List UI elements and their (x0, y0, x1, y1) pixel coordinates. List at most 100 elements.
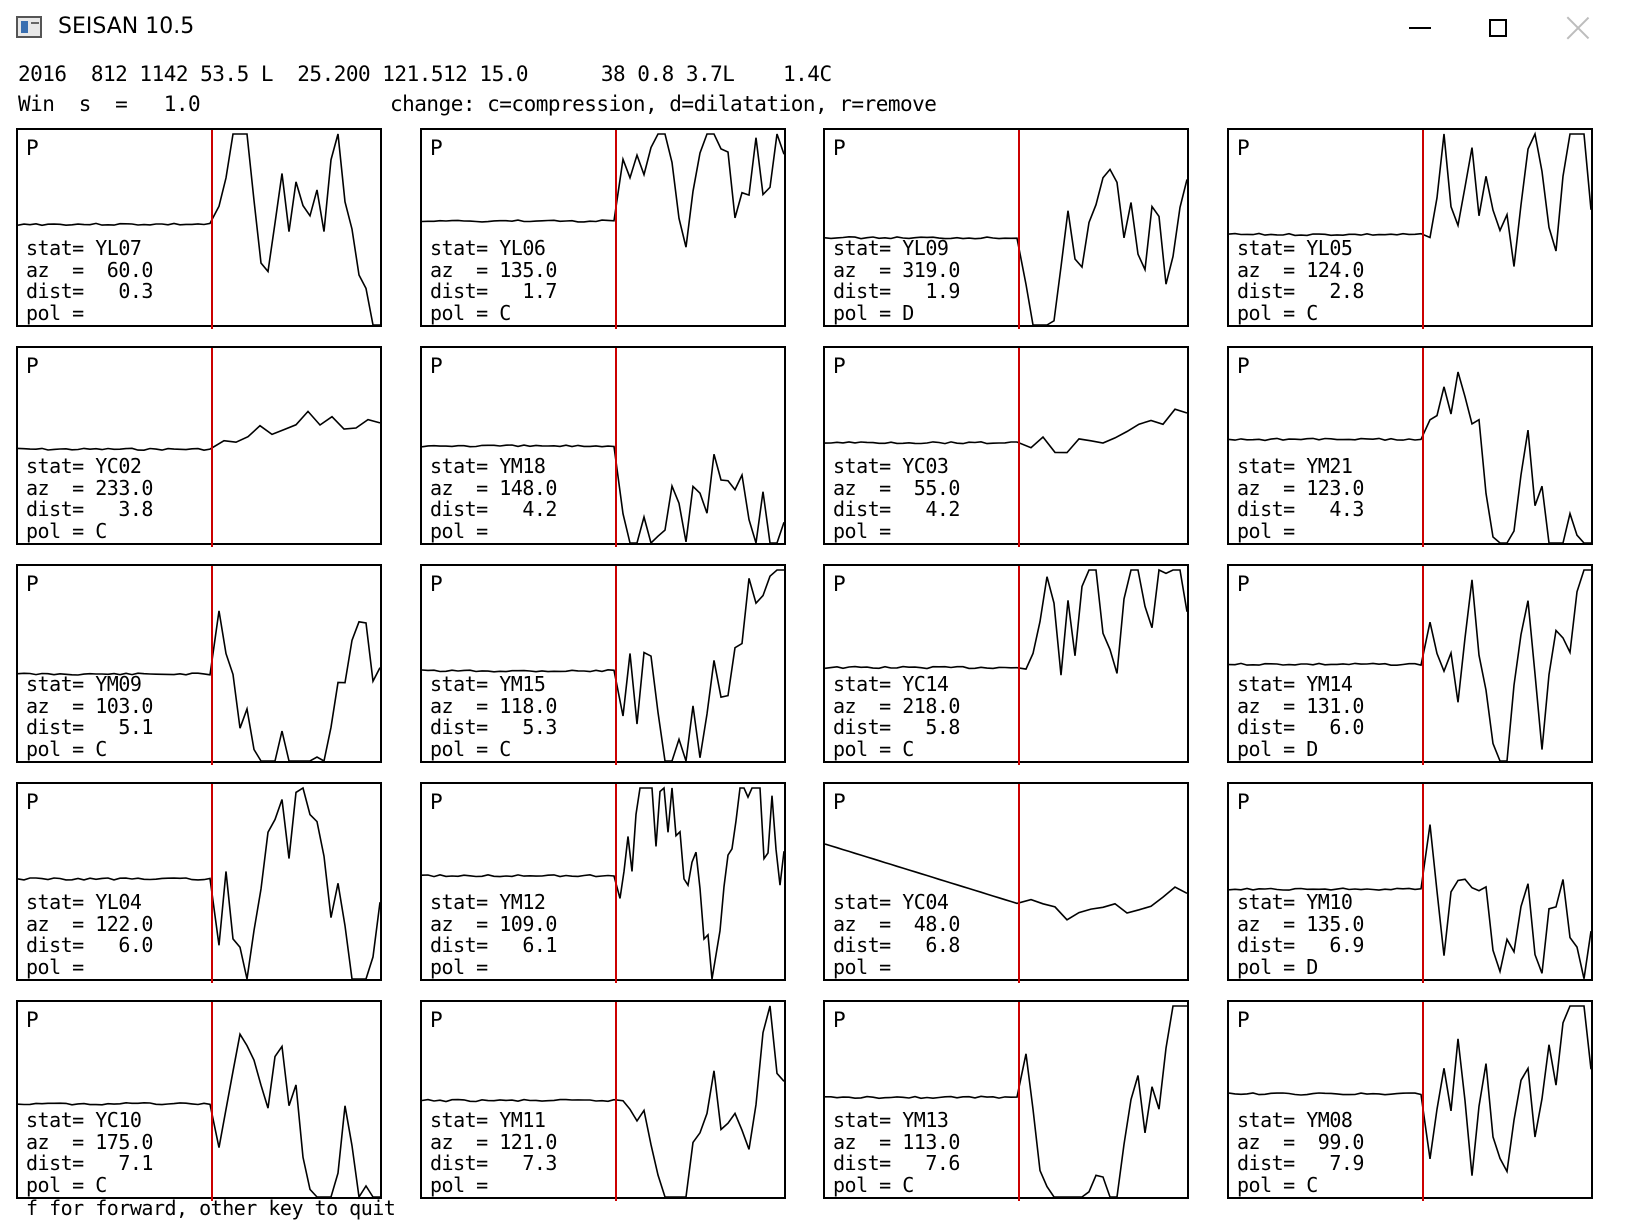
phase-label: P (26, 354, 39, 378)
waveform-trace (18, 133, 380, 326)
phase-label: P (430, 136, 443, 160)
polarity-label: pol = (26, 300, 84, 325)
distance-label: dist= 6.9 (1237, 933, 1364, 957)
distance-label: dist= 5.3 (430, 715, 557, 739)
waveform-trace (422, 569, 784, 762)
azimuth-label: az = 60.0 (26, 257, 153, 282)
distance-label: dist= 4.2 (833, 497, 960, 521)
phase-label: P (1237, 572, 1250, 596)
station-info: stat= YC10 az = 175.0 dist= 7.1 pol = C (26, 1109, 153, 1196)
azimuth-label: az = 103.0 (26, 693, 153, 718)
distance-label: dist= 5.8 (833, 715, 960, 739)
station-info: stat= YC04 az = 48.0 dist= 6.8 pol = (833, 891, 960, 979)
maximize-icon (1489, 19, 1507, 37)
azimuth-label: az = 121.0 (430, 1129, 557, 1154)
distance-label: dist= 1.9 (833, 279, 960, 303)
minimize-button[interactable] (1398, 10, 1442, 46)
waveform-trace (422, 133, 785, 248)
station-label: stat= YL04 (26, 890, 142, 914)
station-info: stat= YM15 az = 118.0 dist= 5.3 pol = C (430, 673, 557, 760)
seismogram-plot (825, 1002, 1187, 1201)
phase-label: P (833, 572, 846, 596)
seismogram-plot (18, 566, 381, 765)
station-info: stat= YM13 az = 113.0 dist= 7.6 pol = C (833, 1109, 960, 1197)
waveform-trace (422, 444, 785, 545)
station-label: stat= YM14 (1237, 672, 1353, 696)
station-info: stat= YL09 az = 319.0 dist= 1.9 pol = D (833, 237, 960, 324)
station-label: stat= YM21 (1237, 454, 1353, 478)
station-info: stat= YM10 az = 135.0 dist= 6.9 pol = D (1237, 890, 1364, 978)
station-info: stat= YC14 az = 218.0 dist= 5.8 pol = C (833, 673, 960, 760)
polarity-label: pol = (26, 954, 84, 979)
close-icon (1565, 15, 1591, 41)
station-info: stat= YC02 az = 233.0 dist= 3.8 pol = C (26, 454, 153, 542)
distance-label: dist= 6.0 (26, 933, 153, 957)
seismogram-plot (825, 784, 1188, 983)
distance-label: dist= 7.3 (430, 1151, 557, 1175)
station-label: stat= YC02 (26, 454, 142, 478)
azimuth-label: az = 148.0 (430, 475, 557, 500)
station-label: stat= YC03 (833, 454, 949, 478)
maximize-button[interactable] (1476, 10, 1520, 46)
phase-label: P (833, 790, 846, 814)
waveform-trace (422, 786, 785, 980)
station-info: stat= YL04 az = 122.0 dist= 6.0 pol = (26, 890, 153, 979)
station-label: stat= YM09 (26, 672, 142, 696)
distance-label: dist= 2.8 (1237, 279, 1364, 303)
minimize-icon (1409, 27, 1431, 29)
station-info: stat= YL06 az = 135.0 dist= 1.7 pol = C (430, 237, 557, 325)
seismogram-plot (825, 130, 1188, 329)
phase-label: P (833, 1008, 846, 1032)
distance-label: dist= 5.1 (26, 715, 153, 739)
polarity-label: pol = (430, 954, 488, 979)
waveform-trace (825, 843, 1188, 921)
close-button[interactable] (1556, 10, 1600, 46)
polarity-label: pol = C (26, 736, 107, 761)
polarity-label: pol = C (833, 1172, 914, 1197)
azimuth-label: az = 99.0 (1237, 1129, 1364, 1154)
waveform-trace (18, 1032, 380, 1200)
app-icon[interactable] (16, 16, 42, 38)
azimuth-label: az = 319.0 (833, 257, 960, 282)
waveform-trace (825, 167, 1188, 326)
polarity-label: pol = (833, 954, 891, 979)
polarity-label: pol = (430, 1172, 488, 1197)
polarity-label: pol = (430, 518, 488, 543)
seismogram-plot (422, 1002, 785, 1201)
seismogram-plot (18, 348, 381, 547)
azimuth-label: az = 55.0 (833, 475, 960, 500)
phase-label: P (26, 790, 39, 814)
azimuth-label: az = 233.0 (26, 475, 153, 500)
polarity-label: pol = C (430, 300, 511, 325)
seismogram-plot (1229, 1002, 1592, 1201)
phase-label: P (430, 1008, 443, 1032)
waveform-trace (422, 1005, 785, 1198)
waveform-trace (825, 568, 1188, 676)
azimuth-label: az = 218.0 (833, 693, 960, 718)
seismogram-plot (18, 784, 381, 983)
station-label: stat= YM12 (430, 890, 546, 914)
station-label: stat= YM10 (1237, 890, 1353, 914)
window-title: SEISAN 10.5 (58, 14, 195, 39)
station-info: stat= YM11 az = 121.0 dist= 7.3 pol = (430, 1109, 557, 1197)
